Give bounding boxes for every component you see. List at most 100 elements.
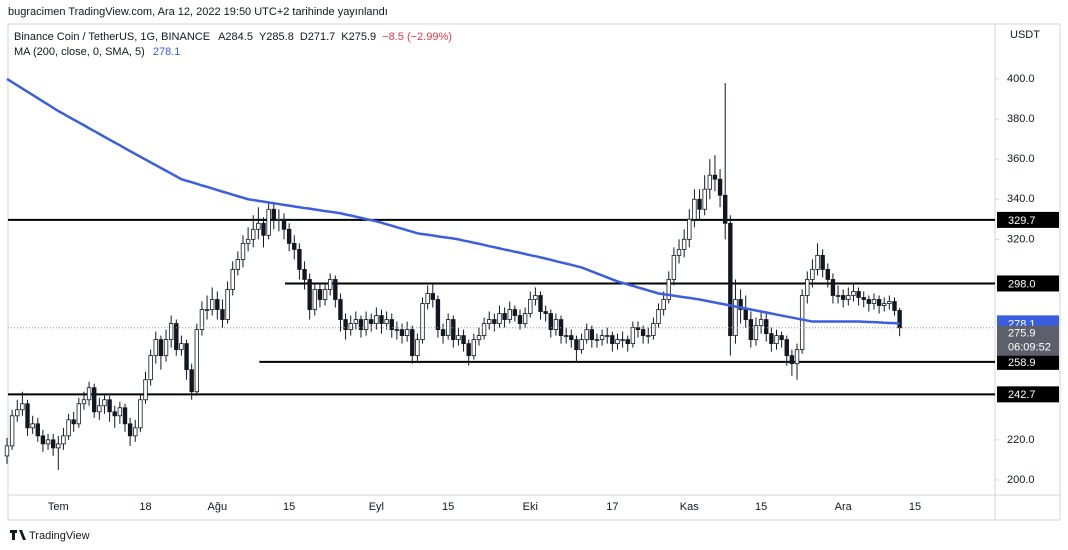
candle-body <box>882 303 887 306</box>
candle-body <box>553 319 559 330</box>
candle-body <box>369 319 374 324</box>
candle-body <box>697 198 702 210</box>
candle-body <box>420 303 425 341</box>
indicator: MA (200, close, 0, SMA, 5) 278.1 <box>14 46 180 58</box>
candle-body <box>179 343 184 351</box>
candle-body <box>815 254 820 270</box>
candle-body <box>410 329 415 357</box>
candle-body <box>66 419 71 437</box>
candle-body <box>492 319 497 324</box>
y-tick-label: 320.0 <box>1007 233 1035 245</box>
candle-body <box>717 178 723 196</box>
price-box <box>997 325 1059 356</box>
price-box-label: 298.0 <box>1008 278 1036 290</box>
candle-body <box>117 407 123 417</box>
candle-body <box>174 323 179 351</box>
candle-body <box>820 254 825 270</box>
candle-body <box>892 301 897 311</box>
candle-body <box>353 319 359 324</box>
candle-body <box>810 269 815 280</box>
candle-body <box>517 315 523 324</box>
candle-body <box>50 439 56 449</box>
price-box <box>997 353 1059 370</box>
candle-body <box>471 339 477 357</box>
candle-body <box>107 399 112 413</box>
candle-body <box>9 415 15 447</box>
x-tick-label: Tem <box>48 501 69 513</box>
y-tick-label: 360.0 <box>1007 153 1035 165</box>
candle-body <box>302 269 307 280</box>
candle-body <box>563 335 569 337</box>
x-tick-label: 15 <box>442 501 454 513</box>
candle-body <box>297 248 302 270</box>
candle-body <box>20 403 25 411</box>
ma-line <box>6 77 900 325</box>
candle-body <box>784 339 789 357</box>
candle-body <box>363 319 369 330</box>
price-box <box>997 275 1059 292</box>
candle-body <box>764 319 769 334</box>
candle-body <box>661 299 666 310</box>
candle-body <box>533 295 538 300</box>
ohlc-value: 275.9 <box>349 31 377 43</box>
candle-body <box>507 309 512 320</box>
candle-body <box>240 242 246 260</box>
candle-body <box>543 311 548 314</box>
candle-body <box>866 299 872 304</box>
candle-body <box>712 174 718 180</box>
candle-body <box>404 329 410 336</box>
candle-body <box>871 299 877 304</box>
candle-body <box>805 279 810 296</box>
ohlc-label: A <box>218 31 226 43</box>
candle-body <box>215 299 220 310</box>
candle-body <box>30 423 35 429</box>
candle-body <box>440 329 446 336</box>
candle-body <box>15 409 20 417</box>
candle-body <box>122 407 128 425</box>
ohlc-value: 285.8 <box>266 31 294 43</box>
candle-body <box>220 309 225 320</box>
countdown: 06:09:52 <box>1008 342 1051 354</box>
ohlc-label: D <box>300 31 308 43</box>
candle-body <box>589 329 595 341</box>
published: bugracimen TradingView.com, Ara 12, 2022… <box>8 6 388 18</box>
candle-body <box>466 343 471 357</box>
frame <box>7 23 1061 521</box>
candle-body <box>322 289 328 300</box>
x-tick-label: 17 <box>606 501 618 513</box>
candle-body <box>681 238 687 250</box>
x-tick-label: Eyl <box>369 501 384 513</box>
candle-body <box>358 319 364 330</box>
candle-body <box>204 309 210 311</box>
price-box-label: 275.9 <box>1008 328 1036 340</box>
candle-body <box>769 333 774 345</box>
candle-body <box>584 329 589 341</box>
candle-body <box>774 335 779 345</box>
candle-body <box>512 309 518 316</box>
candle-body <box>799 295 805 351</box>
candle-body <box>271 208 276 220</box>
candle-body <box>497 313 502 324</box>
candle-body <box>425 293 430 304</box>
candle-body <box>163 339 169 357</box>
candle-body <box>476 335 482 341</box>
candle-body <box>307 279 312 310</box>
candle-body <box>651 323 656 336</box>
candle-body <box>81 399 87 405</box>
candle-body <box>876 299 882 306</box>
candle-body <box>461 335 466 345</box>
candle-body <box>656 309 661 324</box>
ohlc-value: 271.7 <box>308 31 336 43</box>
chart-title: Binance Coin / TetherUS, 1G, BINANCE A284… <box>14 31 452 43</box>
candle-body <box>481 323 487 336</box>
candle-body <box>194 329 200 393</box>
candle-body <box>245 238 251 244</box>
candle-body <box>548 313 553 330</box>
candle-body <box>230 269 235 290</box>
candle-body <box>189 369 194 393</box>
candle-body <box>153 339 158 357</box>
x-tick-label: 15 <box>283 501 295 513</box>
x-tick-label: 18 <box>139 501 151 513</box>
footer-logo <box>10 530 26 540</box>
candle-body <box>625 339 630 345</box>
